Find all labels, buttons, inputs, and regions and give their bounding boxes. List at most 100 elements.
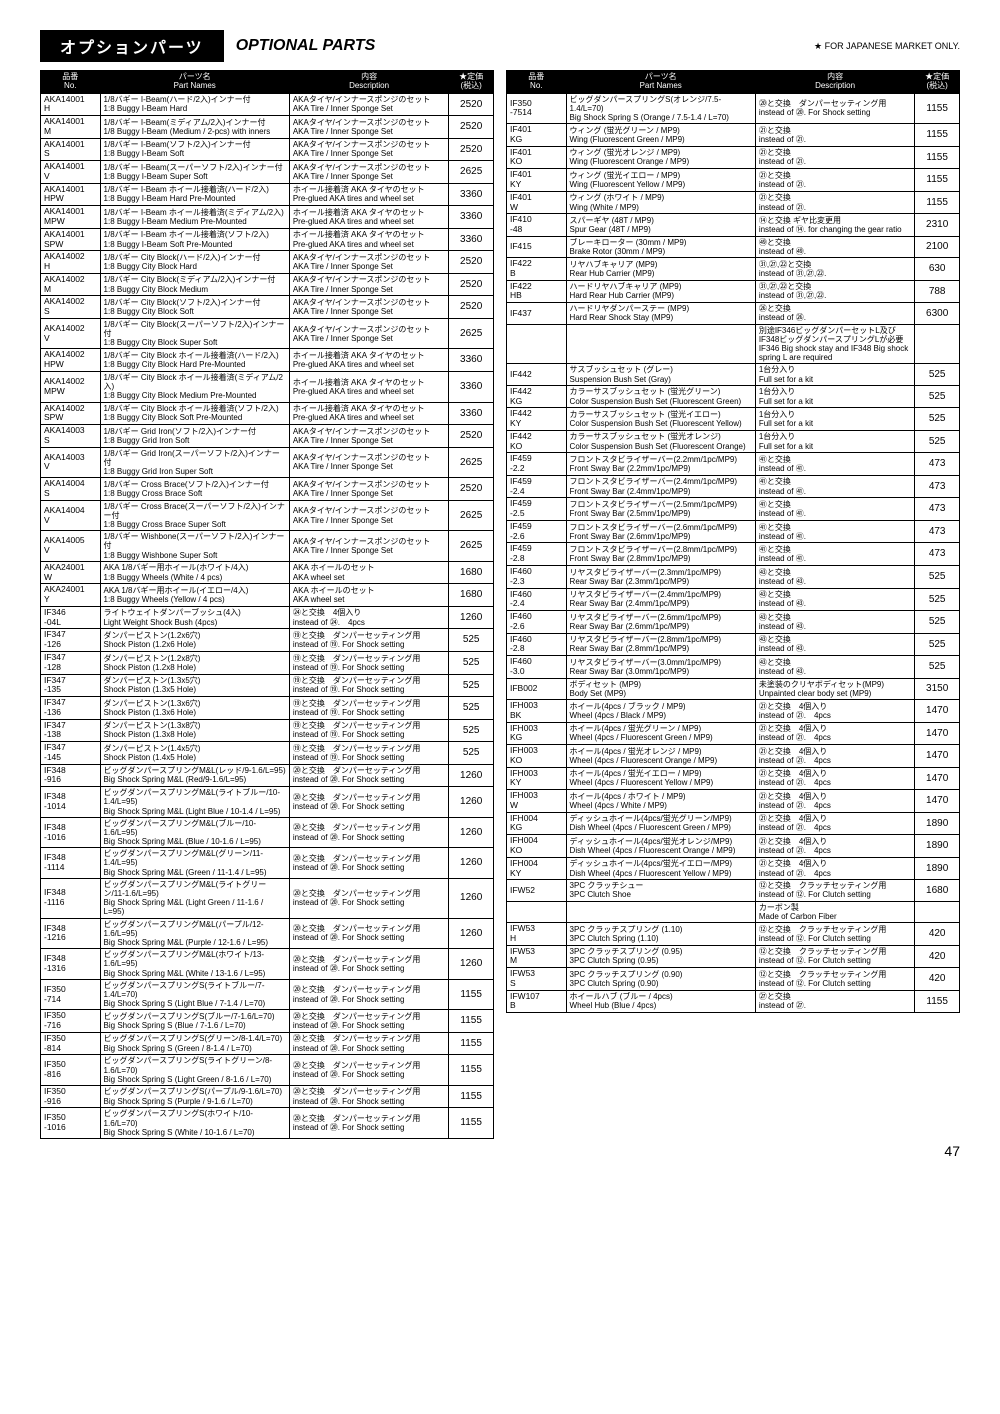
cell-price: 1890 [915, 857, 960, 880]
cell-name: 1/8バギー I-Beam(ミディアム/2入)インナー付1/8 Buggy I-… [100, 116, 289, 139]
cell-desc: 未塗装のクリヤボディセット(MP9)Unpainted clear body s… [755, 678, 915, 699]
cell-price: 525 [915, 633, 960, 656]
cell-desc: AKAタイヤ/インナースポンジのセットAKA Tire / Inner Spon… [289, 93, 449, 116]
cell-name: ウィング (蛍光イエロー / MP9)Wing (Fluorescent Yel… [566, 169, 755, 192]
cell-desc: ⑫と交換 クラッチセッティング用instead of ⑫. For Clutch… [755, 923, 915, 946]
table-row: IF460 -2.4リヤスタビライザーバー(2.4mm/1pc/MP9)Rear… [507, 588, 960, 611]
cell-price: 473 [915, 498, 960, 521]
table-row: 別途IF346ビッグダンパーセットL及び IF348ビッグダンパースプリングLが… [507, 324, 960, 364]
cell-desc: 1台分入りFull set for a kit [755, 364, 915, 385]
cell-name: ディッシュホイール(4pcs/蛍光グリーン/MP9)Dish Wheel (4p… [566, 812, 755, 835]
cell-no: IF460 -2.3 [507, 566, 567, 589]
cell-no [507, 901, 567, 922]
cell-no: AKA14005 V [41, 531, 101, 562]
table-row: IFH003 KYホイール(4pcs / 蛍光イエロー / MP9)Wheel … [507, 767, 960, 790]
cell-price: 2625 [449, 447, 494, 478]
cell-no: IF348 -916 [41, 764, 101, 787]
cell-name: ディッシュホイール(4pcs/蛍光オレンジ/MP9)Dish Wheel (4p… [566, 835, 755, 858]
cell-no: IFB002 [507, 678, 567, 699]
cell-name: 1/8バギー I-Beam(ソフト/2入)インナー付1:8 Buggy I-Be… [100, 138, 289, 161]
cell-name: ダンパーピストン(1.3x8穴)Shock Piston (1.3x8 Hole… [100, 719, 289, 742]
table-row: IF401 KGウィング (蛍光グリーン / MP9)Wing (Fluores… [507, 124, 960, 147]
cell-name: ビッグダンパースプリングM&L(ライトグリーン/11-1.6/L=95)Big … [100, 878, 289, 918]
cell-desc: ㉑と交換 4個入りinstead of ㉑. 4pcs [755, 767, 915, 790]
cell-no: IF410 -48 [507, 214, 567, 237]
cell-no: IF350 -7514 [507, 93, 567, 124]
left-table-wrap: 品番No.パーツ名Part Names内容Description★定価(税込) … [40, 70, 494, 1139]
cell-desc: ㉑と交換 4個入りinstead of ㉑. 4pcs [755, 700, 915, 723]
cell-price: 525 [449, 742, 494, 765]
cell-desc: ㉔と交換 4個入りinstead of ㉔. 4pcs [289, 606, 449, 629]
cell-name: スパーギヤ (48T / MP9)Spur Gear (48T / MP9) [566, 214, 755, 237]
cell-desc: ⑲と交換 ダンパーセッティング用instead of ⑲. For Shock … [289, 719, 449, 742]
cell-price: 525 [915, 385, 960, 408]
cell-no: IF442 KO [507, 430, 567, 453]
table-row: IF442 KGカラーサスブッシュセット (蛍光グリーン)Color Suspe… [507, 385, 960, 408]
cell-price: 1260 [449, 949, 494, 980]
left-tbody: AKA14001 H1/8バギー I-Beam(ハード/2入)インナー付1:8 … [41, 93, 494, 1138]
cell-price: 1260 [449, 787, 494, 818]
cell-no: IF437 [507, 303, 567, 324]
cell-name: ビッグダンパースプリングS(ライトブルー/7-1.4/L=70)Big Shoc… [100, 979, 289, 1010]
cell-desc: ⑭と交換 ギヤ比変更用instead of ⑭. for changing th… [755, 214, 915, 237]
cell-name: ウィング (蛍光オレンジ / MP9)Wing (Fluorescent Ora… [566, 146, 755, 169]
cell-price: 1680 [915, 880, 960, 901]
cell-no: IF348 -1116 [41, 878, 101, 918]
table-row: AKA14003 V1/8バギー Grid Iron(スーパーソフト/2入)イン… [41, 447, 494, 478]
cell-no: IF459 -2.6 [507, 520, 567, 543]
cell-desc: ⑳と交換 ダンパーセッティング用instead of ⑳. For Shock … [289, 878, 449, 918]
cell-no: IFW53 S [507, 968, 567, 991]
cell-desc: ホイール接着済 AKA タイヤのセットPre-glued AKA tires a… [289, 183, 449, 206]
cell-name: サスブッシュセット (グレー)Suspension Bush Set (Gray… [566, 364, 755, 385]
cell-no: AKA24001 Y [41, 584, 101, 607]
table-row: IF459 -2.8フロントスタビライザーバー(2.8mm/1pc/MP9)Fr… [507, 543, 960, 566]
table-row: IFW523PC クラッチシュー3PC Clutch Shoe⑫と交換 クラッチ… [507, 880, 960, 901]
cell-name: 1/8バギー City Block ホイール接着済(ミディアム/2入)1:8 B… [100, 372, 289, 403]
cell-no: IF422 B [507, 258, 567, 281]
cell-desc: AKAタイヤ/インナースポンジのセットAKA Tire / Inner Spon… [289, 478, 449, 501]
cell-desc: AKAタイヤ/インナースポンジのセットAKA Tire / Inner Spon… [289, 161, 449, 184]
page-header: オプションパーツ OPTIONAL PARTS ★ FOR JAPANESE M… [40, 30, 960, 62]
cell-price: 525 [915, 364, 960, 385]
cell-desc: ホイール接着済 AKA タイヤのセットPre-glued AKA tires a… [289, 372, 449, 403]
cell-price: 2520 [449, 93, 494, 116]
cell-name: 1/8バギー Cross Brace(スーパーソフト/2入)インナー付1:8 B… [100, 500, 289, 531]
cell-name: 1/8バギー I-Beam ホイール接着済(ミディアム/2入)1:8 Buggy… [100, 206, 289, 229]
cell-no: IF442 KG [507, 385, 567, 408]
cell-name: ライトウェイトダンパーブッシュ(4入)Light Weight Shock Bu… [100, 606, 289, 629]
cell-name: ダンパーピストン(1.3x6穴)Shock Piston (1.3x6 Hole… [100, 697, 289, 720]
table-row: IF347 -138ダンパーピストン(1.3x8穴)Shock Piston (… [41, 719, 494, 742]
cell-price: 1680 [449, 561, 494, 584]
col-header: 品番No. [41, 71, 101, 94]
cell-name: ディッシュホイール(4pcs/蛍光イエロー/MP9)Dish Wheel (4p… [566, 857, 755, 880]
table-row: IF442 KYカラーサスブッシュセット (蛍光イエロー)Color Suspe… [507, 408, 960, 431]
cell-name: ハードリヤハブキャリア (MP9)Hard Rear Hub Carrier (… [566, 280, 755, 303]
cell-name: ホイール(4pcs / 蛍光イエロー / MP9)Wheel (4pcs / F… [566, 767, 755, 790]
cell-name: ボディセット (MP9)Body Set (MP9) [566, 678, 755, 699]
cell-desc: ㊶と交換instead of ㊶. [755, 498, 915, 521]
cell-price: 525 [915, 408, 960, 431]
cell-price: 6300 [915, 303, 960, 324]
table-row: IF437ハードリヤダンパーステー (MP9)Hard Rear Shock S… [507, 303, 960, 324]
cell-desc: ㊸と交換instead of ㊸. [755, 611, 915, 634]
cell-desc: ㉖と交換instead of ㉖. [755, 303, 915, 324]
cell-price: 1260 [449, 764, 494, 787]
cell-price: 2310 [915, 214, 960, 237]
cell-desc: AKAタイヤ/インナースポンジのセットAKA Tire / Inner Spon… [289, 447, 449, 478]
right-thead: 品番No.パーツ名Part Names内容Description★定価(税込) [507, 71, 960, 94]
cell-name: ビッグダンパースプリングS(パープル/9-1.6/L=70)Big Shock … [100, 1085, 289, 1108]
cell-price: 1470 [915, 790, 960, 813]
cell-no: IF347 -136 [41, 697, 101, 720]
table-row: AKA14001 SPW1/8バギー I-Beam ホイール接着済(ソフト/2入… [41, 228, 494, 251]
cell-no: IF347 -128 [41, 651, 101, 674]
cell-no: AKA14001 M [41, 116, 101, 139]
table-row: IF401 KOウィング (蛍光オレンジ / MP9)Wing (Fluores… [507, 146, 960, 169]
cell-name: 3PC クラッチスプリング (0.90)3PC Clutch Spring (0… [566, 968, 755, 991]
table-row: IF442サスブッシュセット (グレー)Suspension Bush Set … [507, 364, 960, 385]
table-row: IF460 -2.3リヤスタビライザーバー(2.3mm/1pc/MP9)Rear… [507, 566, 960, 589]
table-row: IF348 -1316ビッグダンパースプリングM&L(ホワイト/13-1.6/L… [41, 949, 494, 980]
cell-name: ビッグダンパースプリングM&L(レッド/9-1.6/L=95)Big Shock… [100, 764, 289, 787]
cell-no: IFH003 KY [507, 767, 567, 790]
table-row: AKA14001 V1/8バギー I-Beam(スーパーソフト/2入)インナー付… [41, 161, 494, 184]
cell-price: 1155 [915, 169, 960, 192]
